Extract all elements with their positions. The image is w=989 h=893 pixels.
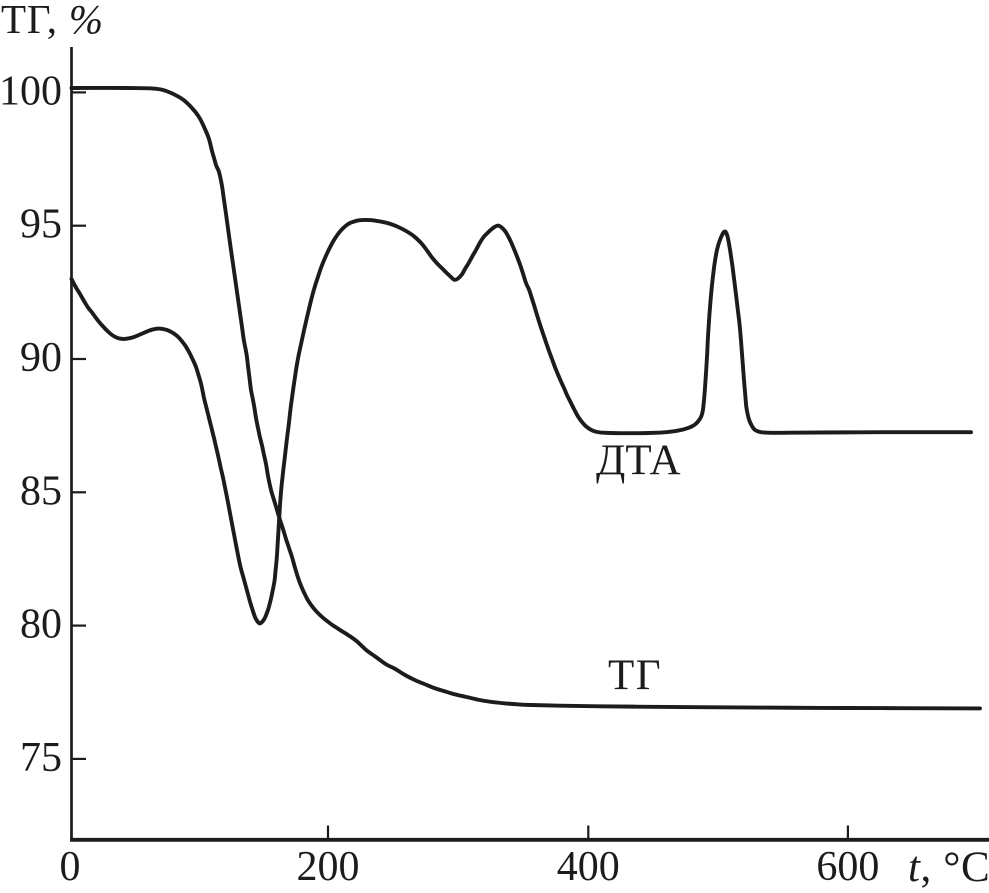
svg-text:100: 100 xyxy=(0,68,62,114)
svg-text:200: 200 xyxy=(297,844,360,890)
svg-text:75: 75 xyxy=(20,735,62,781)
svg-text:80: 80 xyxy=(20,602,62,648)
svg-text:ДТА: ДТА xyxy=(596,437,681,484)
svg-text:85: 85 xyxy=(20,468,62,514)
svg-text:ТГ: ТГ xyxy=(608,652,662,699)
svg-text:ТГ, %: ТГ, % xyxy=(1,0,104,42)
svg-text:400: 400 xyxy=(557,844,620,890)
svg-text:t, °C: t, °C xyxy=(908,844,989,891)
svg-text:0: 0 xyxy=(60,844,81,890)
svg-text:90: 90 xyxy=(20,335,62,381)
svg-text:95: 95 xyxy=(20,202,62,248)
svg-text:600: 600 xyxy=(816,844,879,890)
